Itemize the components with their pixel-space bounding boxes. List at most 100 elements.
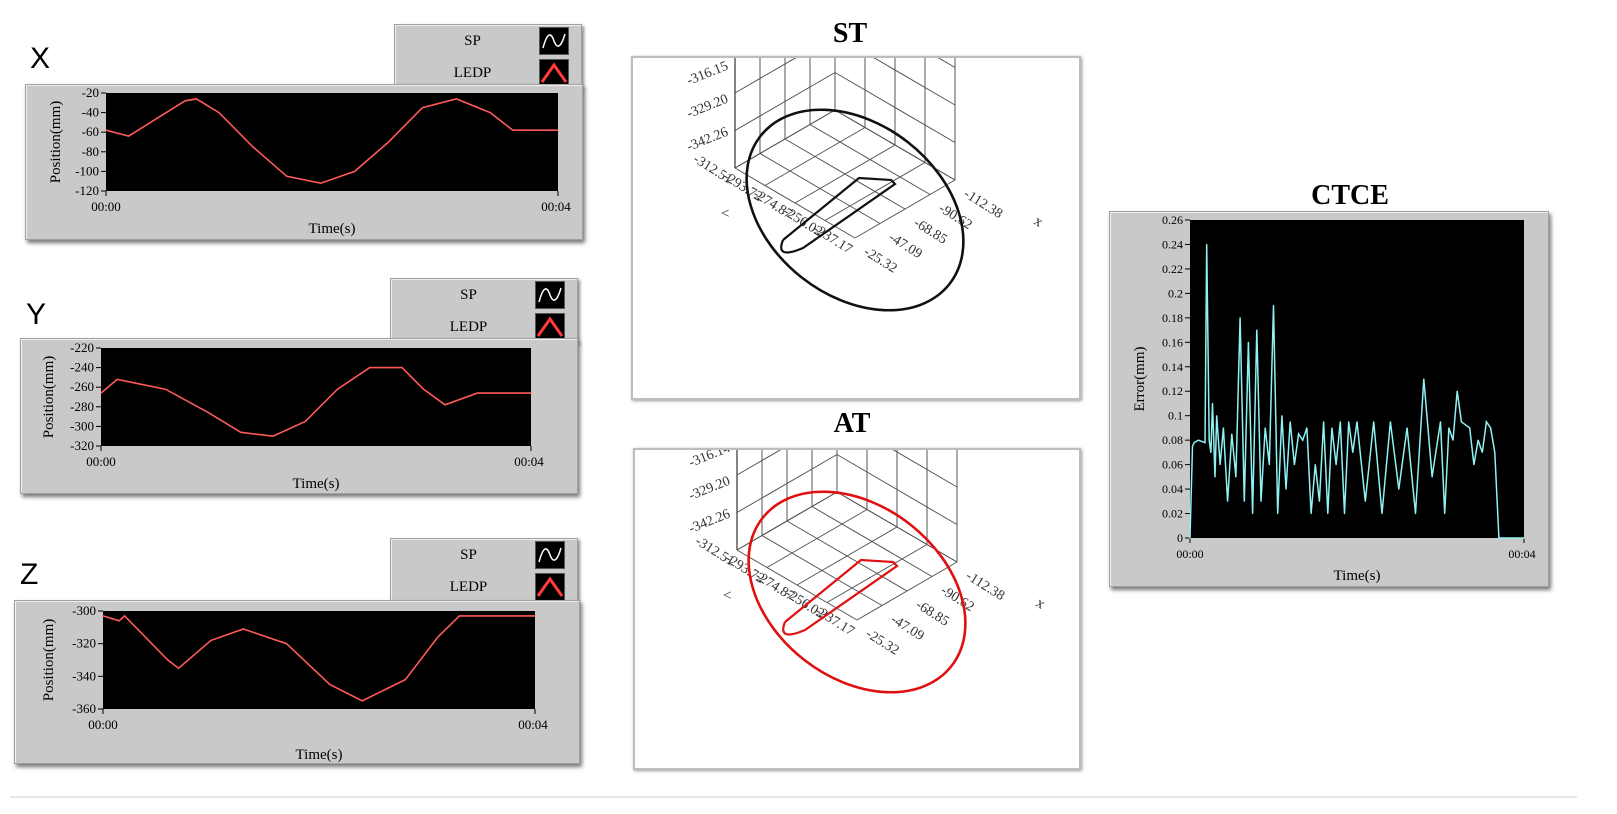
data-point [272, 435, 274, 437]
x-axis-label: Time(s) [293, 476, 340, 492]
legend-swatch-ledp [539, 59, 569, 87]
y-axis-letter: < [721, 206, 729, 222]
data-point [164, 388, 167, 390]
y-tick-label: 0.06 [1162, 458, 1183, 472]
legend-row-ledp: LEDP [391, 573, 577, 601]
y-tick-label: -360 [72, 701, 96, 716]
trajectory-circle [747, 490, 967, 694]
floor-grid-line [736, 491, 838, 551]
data-point [116, 378, 118, 380]
data-point [1310, 512, 1312, 515]
data-point [178, 667, 180, 669]
data-point [286, 643, 288, 645]
axis-letter-x: X [30, 42, 51, 75]
data-point [1460, 421, 1462, 423]
x-tick-label: -25.32 [863, 627, 902, 659]
data-point [1277, 512, 1279, 515]
series-line [102, 614, 535, 702]
z-tick-label: -329.20 [687, 474, 733, 504]
data-point [100, 392, 102, 394]
data-point [1318, 500, 1321, 502]
data-point [1431, 476, 1433, 478]
data-point [1293, 464, 1295, 466]
data-point [1252, 512, 1254, 515]
series-line [100, 366, 531, 438]
panel-x-frame: -20 -40 -60 -80 -100 -120 00:00 00:04 Time(s) Pos… [25, 84, 583, 240]
data-point [534, 615, 536, 617]
x-axis-letter: x [1033, 595, 1048, 613]
data-point [1331, 427, 1333, 429]
y-tick-label: -80 [82, 144, 99, 159]
data-point [102, 615, 104, 617]
legend-label-sp: SP [460, 547, 477, 563]
data-point [329, 683, 331, 686]
x-tick-label: -68.85 [911, 216, 950, 248]
data-point [1206, 243, 1208, 246]
y-tick-label: -240 [70, 360, 94, 375]
y-axis-label: Position(mm) [48, 101, 64, 184]
data-point [1306, 427, 1308, 429]
data-point [336, 388, 339, 390]
x-start-label: 00:00 [1176, 547, 1203, 561]
data-point [1356, 421, 1358, 423]
data-point [1323, 421, 1325, 423]
y-tick-label: -260 [70, 379, 94, 394]
data-point [320, 182, 322, 184]
data-point [361, 700, 363, 702]
data-point [458, 615, 460, 617]
x-tick-label: -25.32 [861, 245, 900, 277]
data-point [1226, 500, 1229, 502]
data-point [1481, 451, 1483, 453]
y-tick-label: -60 [82, 124, 99, 139]
y-axis-label: Position(mm) [41, 619, 57, 702]
legend-row-sp: SP [391, 541, 577, 569]
x-axis-letter: x [1031, 213, 1046, 231]
y-tick-label: 0.24 [1162, 237, 1183, 251]
data-point [369, 367, 371, 369]
axis-letter-z: Z [20, 558, 39, 591]
x-start-label: 00:00 [91, 199, 121, 214]
y-tick-label: 0 [1177, 531, 1183, 545]
legend-z: SP LEDP [390, 538, 578, 604]
plot-area [1190, 220, 1524, 538]
y-tick-label: 0.02 [1162, 507, 1183, 521]
data-point [1456, 390, 1458, 392]
legend-row-ledp: LEDP [391, 313, 577, 341]
trajectory-approach-path [782, 558, 899, 636]
x-start-label: 00:00 [86, 454, 116, 469]
floor-grid-line [811, 506, 933, 577]
y-tick-label: 0.08 [1162, 433, 1183, 447]
data-point [1302, 439, 1304, 441]
data-point [557, 129, 559, 131]
data-point [1268, 464, 1270, 466]
data-point [242, 628, 244, 630]
legend-swatch-sp [535, 541, 565, 569]
legend-label-sp: SP [464, 33, 481, 49]
data-point [1197, 439, 1199, 441]
y-tick-label: -280 [70, 399, 94, 414]
ctce-title: CTCE [1311, 180, 1389, 211]
y-axis-label: Error(mm) [1132, 347, 1148, 412]
data-point [421, 107, 423, 109]
data-point [1216, 415, 1218, 417]
data-point [207, 412, 210, 414]
data-point [1281, 415, 1283, 417]
x-end-label: 00:04 [1508, 547, 1535, 561]
data-point [1264, 427, 1266, 429]
panel-z-frame: -300 -320 -340 -360 00:00 00:04 Time(s) Positio… [14, 600, 580, 764]
legend-swatch-sp [535, 281, 565, 309]
data-point [252, 146, 254, 148]
data-point [1348, 421, 1350, 423]
y-axis-label: Position(mm) [41, 356, 57, 439]
y-tick-label: -220 [70, 340, 94, 355]
data-point [1439, 421, 1442, 423]
y-axis-letter: < [723, 588, 731, 604]
trajectory-st-plot: -303.09-316.15-329.20-342.26-312.51-293.… [685, 0, 1046, 312]
y-tick-label: 0.2 [1168, 286, 1183, 300]
y-tick-label: -120 [75, 183, 99, 198]
data-point [1235, 476, 1237, 478]
trajectory-at-title: AT [833, 408, 871, 439]
data-point [1352, 451, 1354, 453]
legend-swatch-ledp [535, 313, 565, 341]
z-tick-label: -329.20 [685, 92, 731, 122]
